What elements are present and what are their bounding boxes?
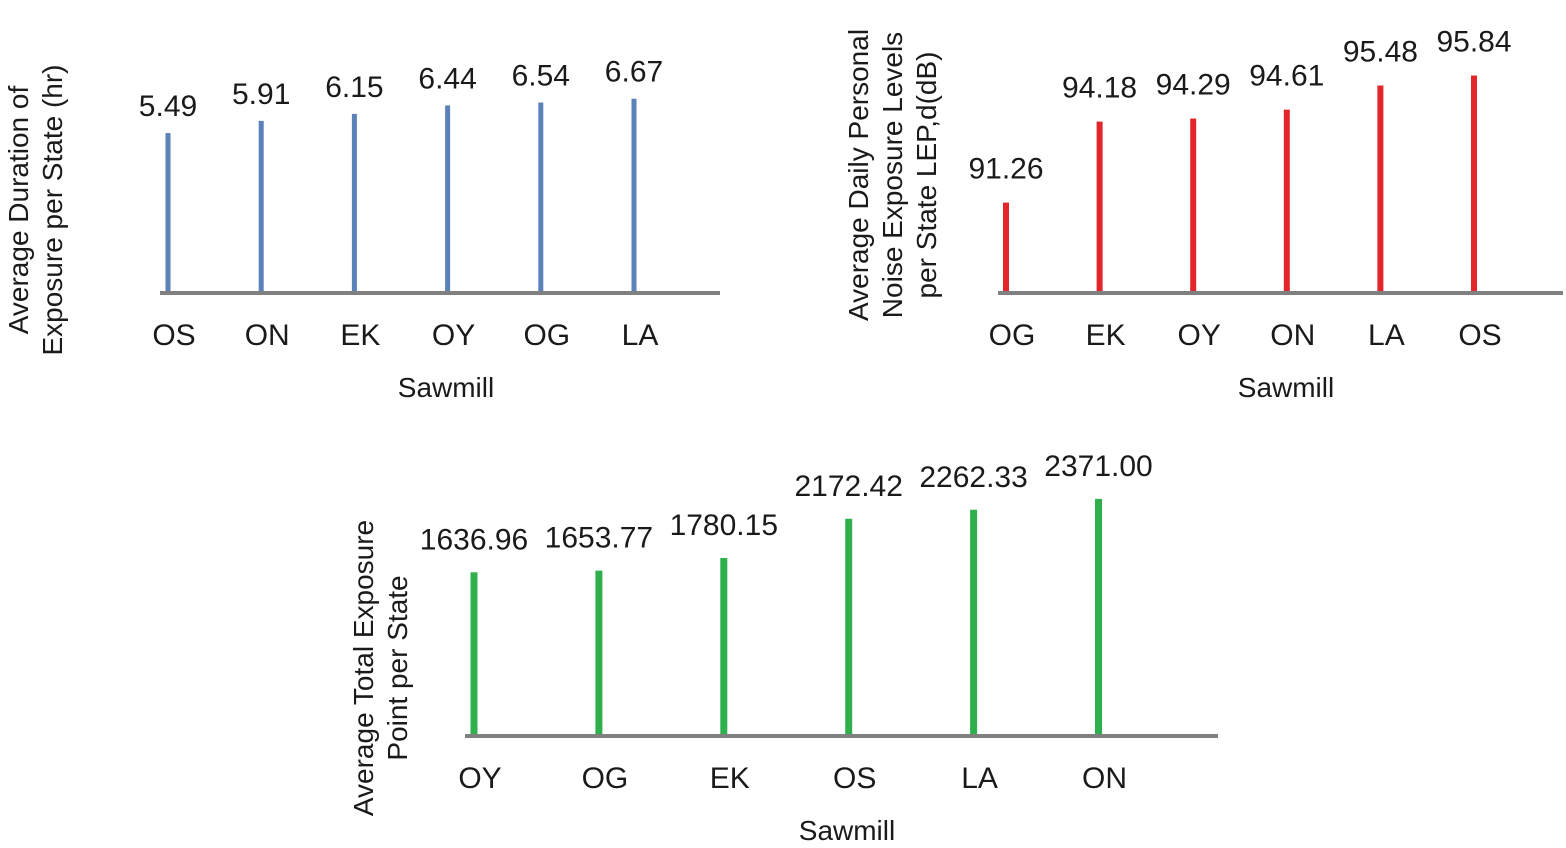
value-label-total-exposure-oy: 1636.96 <box>420 523 528 556</box>
value-label-duration-la: 6.67 <box>605 56 663 89</box>
tick-label-total-exposure-og: OG <box>582 762 629 795</box>
value-label-duration-os: 5.49 <box>139 90 197 123</box>
value-label-noise-os: 95.84 <box>1436 26 1511 59</box>
y-axis-title-duration: Average Duration of Exposure per State (h… <box>3 64 68 355</box>
tick-label-duration-oy: OY <box>432 319 475 352</box>
bar-duration-og <box>538 102 544 294</box>
value-label-total-exposure-ek: 1780.15 <box>670 509 778 542</box>
value-label-total-exposure-la: 2262.33 <box>919 461 1027 494</box>
tick-label-noise-la: LA <box>1368 319 1405 352</box>
y-axis-title-line-3: per State LEP,d(dB) <box>911 52 942 299</box>
y-axis-title-line-2: Noise Exposure Levels <box>877 32 908 318</box>
y-axis-title-line-1: Average Total Exposure <box>348 520 379 816</box>
bar-total-exposure-la <box>970 509 978 736</box>
tick-label-duration-la: LA <box>622 319 659 352</box>
y-axis-title-line-2: Exposure per State (hr) <box>37 64 68 355</box>
bar-total-exposure-os <box>845 518 853 736</box>
bar-noise-on <box>1283 109 1290 294</box>
bar-duration-oy <box>445 105 451 293</box>
bar-duration-on <box>258 120 264 293</box>
value-label-duration-oy: 6.44 <box>418 62 476 95</box>
value-label-total-exposure-on: 2371.00 <box>1044 450 1152 483</box>
x-axis-title-total-exposure: Sawmill <box>799 815 895 846</box>
x-axis-title-noise: Sawmill <box>1238 372 1334 403</box>
value-label-total-exposure-os: 2172.42 <box>794 470 902 503</box>
value-label-duration-og: 6.54 <box>512 60 570 93</box>
y-axis-title-noise: Average Daily Personal Noise Exposure Lev… <box>843 29 942 321</box>
tick-label-noise-os: OS <box>1458 319 1501 352</box>
y-axis-title-total-exposure: Average Total Exposure Point per State <box>348 520 413 816</box>
tick-label-total-exposure-os: OS <box>833 762 876 795</box>
tick-label-noise-ek: EK <box>1086 319 1126 352</box>
bar-noise-os <box>1471 75 1477 294</box>
value-label-duration-ek: 6.15 <box>325 71 383 104</box>
bar-duration-la <box>631 98 637 293</box>
value-label-noise-og: 91.26 <box>968 153 1043 186</box>
tick-label-duration-on: ON <box>245 319 290 352</box>
bar-duration-ek <box>351 113 357 293</box>
tick-label-noise-oy: OY <box>1178 319 1221 352</box>
bar-total-exposure-ek <box>720 557 728 736</box>
bar-total-exposure-og <box>595 570 603 736</box>
value-label-noise-ek: 94.18 <box>1062 72 1137 105</box>
value-label-duration-on: 5.91 <box>232 78 290 111</box>
tick-label-noise-og: OG <box>989 319 1036 352</box>
bar-noise-ek <box>1096 121 1103 293</box>
bar-noise-oy <box>1190 118 1197 294</box>
value-label-noise-on: 94.61 <box>1249 60 1324 93</box>
tick-label-total-exposure-la: LA <box>961 762 998 795</box>
tick-label-noise-on: ON <box>1270 319 1315 352</box>
bar-duration-os <box>165 133 171 293</box>
bar-noise-la <box>1377 85 1384 294</box>
tick-label-duration-os: OS <box>152 319 195 352</box>
bar-total-exposure-oy <box>470 572 478 736</box>
bar-noise-og <box>1003 202 1009 293</box>
y-axis-title-line-1: Average Daily Personal <box>843 29 874 321</box>
x-axis-title-duration: Sawmill <box>398 372 494 403</box>
y-axis-title-line-1: Average Duration of <box>3 86 34 335</box>
value-label-noise-la: 95.48 <box>1343 36 1418 69</box>
tick-label-duration-og: OG <box>523 319 570 352</box>
tick-label-total-exposure-oy: OY <box>458 762 501 795</box>
chart-duration: 5.49 5.91 6.15 6.44 6.54 6.67 OS ON EK OY OG LA Sawm… <box>3 56 720 403</box>
chart-total-exposure: 1636.96 1653.77 1780.15 2172.42 2262.33 2371.… <box>348 450 1218 846</box>
tick-label-total-exposure-ek: EK <box>710 762 750 795</box>
bar-total-exposure-on <box>1095 498 1102 736</box>
tick-label-duration-ek: EK <box>340 319 380 352</box>
value-label-noise-oy: 94.29 <box>1156 69 1231 102</box>
chart-noise: 91.26 94.18 94.29 94.61 95.48 95.84 OG EK OY ON LA… <box>843 26 1563 403</box>
tick-label-total-exposure-on: ON <box>1082 762 1127 795</box>
value-label-total-exposure-og: 1653.77 <box>545 522 653 555</box>
y-axis-title-line-2: Point per State <box>382 575 413 760</box>
